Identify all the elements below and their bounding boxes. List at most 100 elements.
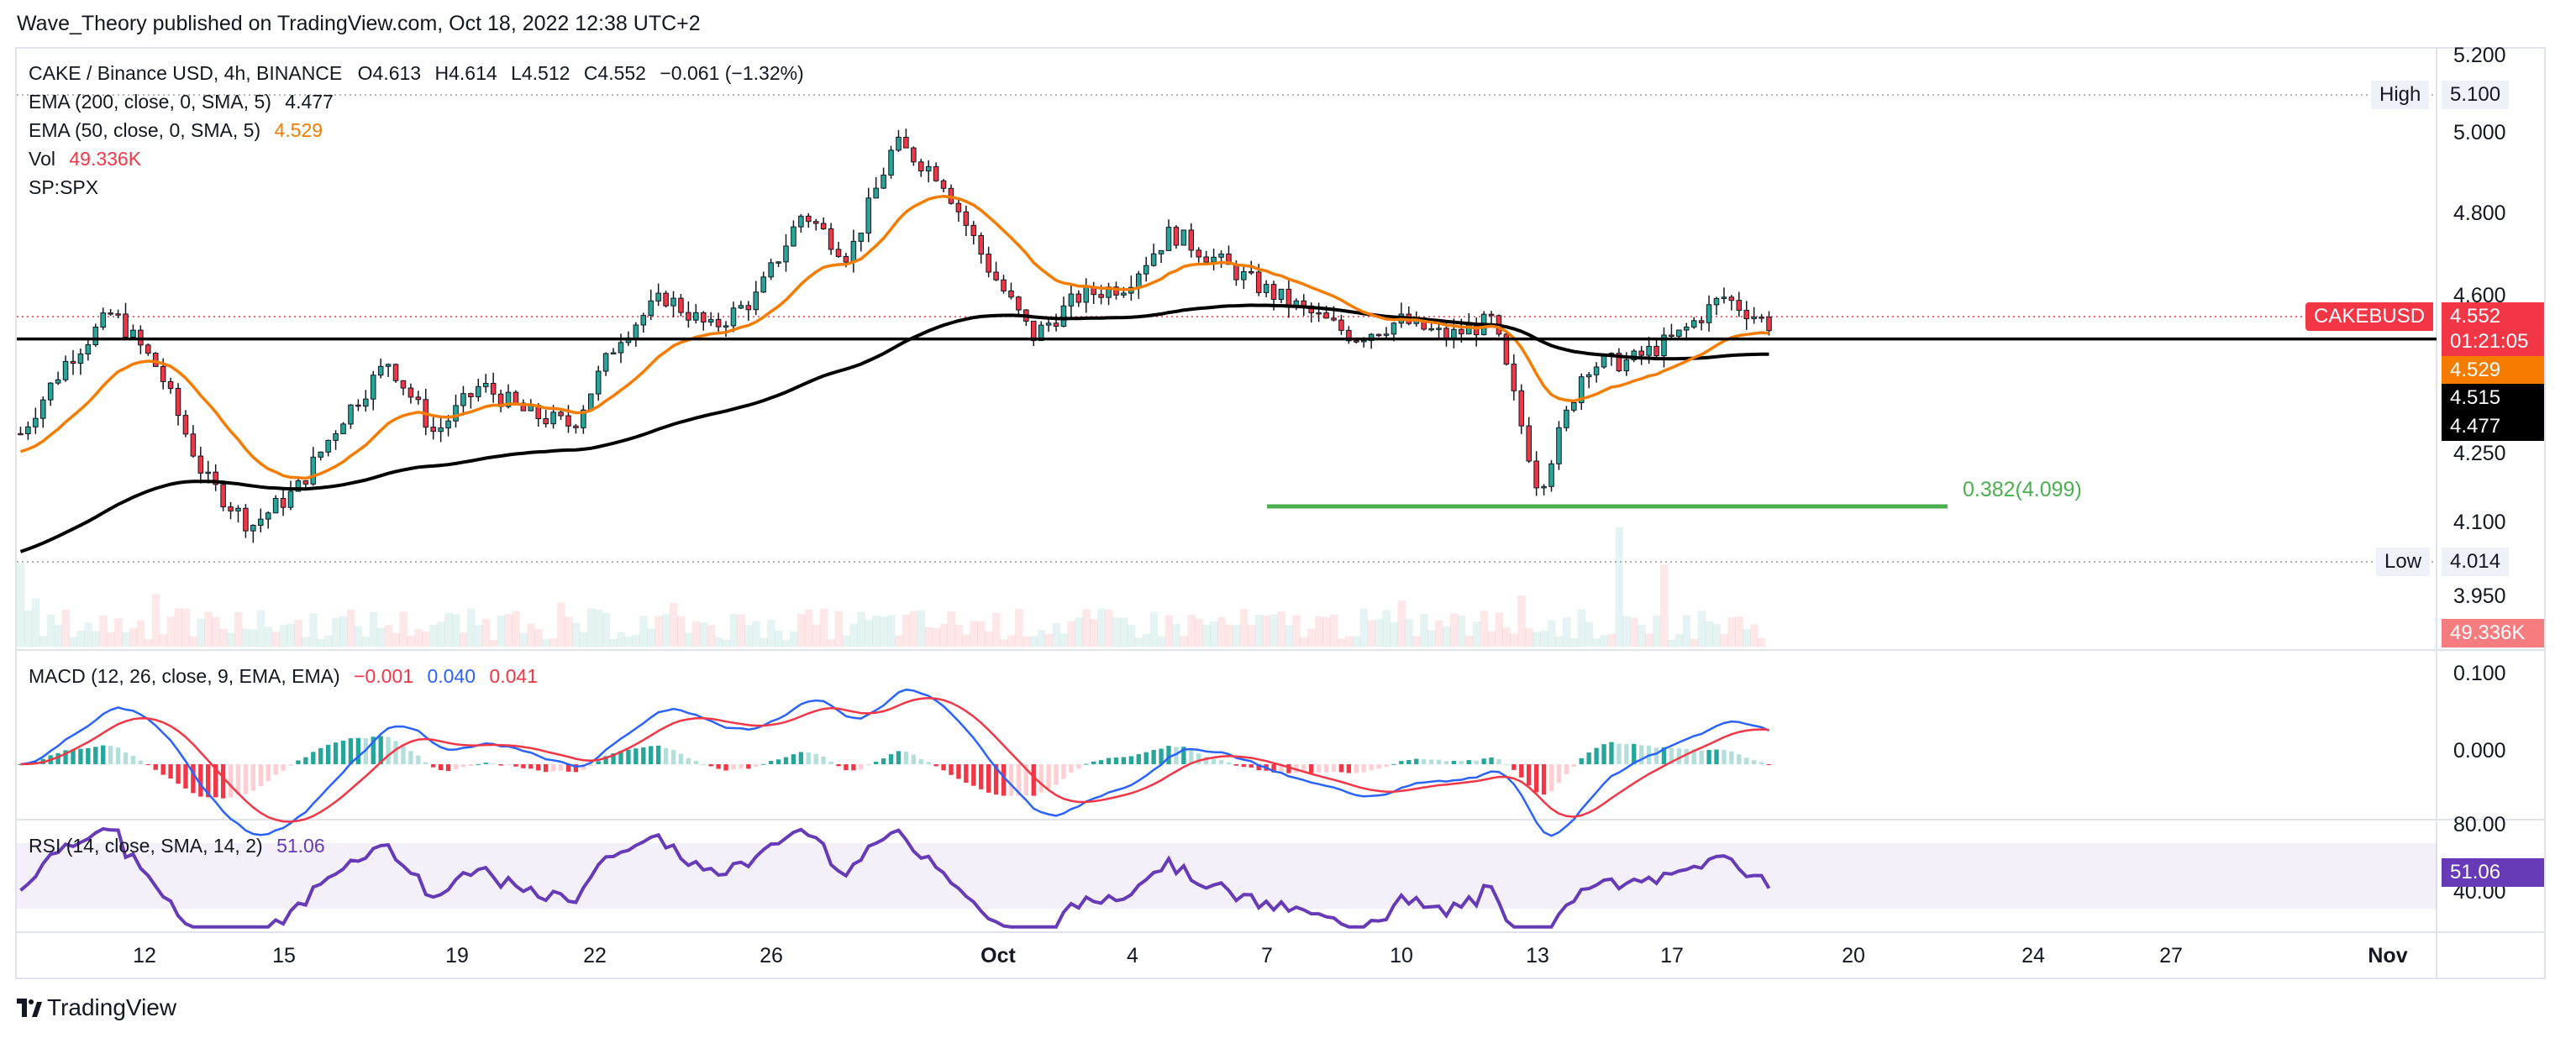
- volume-bar: [1352, 636, 1361, 647]
- volume-bar: [287, 623, 295, 647]
- volume-tag: 49.336K: [2442, 619, 2544, 647]
- volume-bar: [1443, 626, 1451, 647]
- macd-histogram-bar: [926, 762, 931, 764]
- volume-bar: [1202, 624, 1211, 647]
- macd-histogram-bar: [896, 751, 902, 764]
- macd-histogram-bar: [1676, 748, 1682, 764]
- volume-bar: [219, 628, 228, 647]
- macd-histogram-bar: [1391, 763, 1396, 765]
- volume-bar: [1180, 635, 1188, 647]
- volume-bar: [444, 612, 453, 647]
- candle: [355, 404, 361, 407]
- ema200-line: [19, 303, 1769, 553]
- candle: [1646, 345, 1652, 356]
- macd-histogram-bar: [1159, 748, 1164, 764]
- volume-bar: [1270, 614, 1279, 647]
- symbol-tag[interactable]: CAKEBUSD: [2305, 302, 2434, 331]
- volume-bar: [399, 611, 407, 647]
- macd-histogram-bar: [1218, 759, 1224, 764]
- candle: [1526, 425, 1532, 462]
- macd-histogram-bar: [1309, 764, 1314, 773]
- volume-bar: [1285, 625, 1293, 647]
- candle: [828, 228, 834, 250]
- macd-histogram-bar: [348, 738, 354, 764]
- candle: [167, 380, 174, 390]
- legend-ema200-row[interactable]: EMA (200, close, 0, SMA, 5) 4.477: [29, 87, 334, 116]
- macd-histogram-bar: [1189, 749, 1194, 764]
- macd-histogram-bar: [1571, 764, 1576, 767]
- candle: [1203, 256, 1209, 263]
- legend-rsi-value: 51.06: [276, 835, 325, 857]
- macd-histogram-bar: [731, 764, 736, 770]
- legend-macd-row[interactable]: MACD (12, 26, close, 9, EMA, EMA) −0.001…: [29, 662, 538, 690]
- candle: [1548, 463, 1554, 487]
- volume-bar: [579, 632, 588, 647]
- macd-histogram-bar: [993, 764, 999, 795]
- macd-histogram-bar: [754, 764, 759, 768]
- macd-histogram-bar: [491, 763, 496, 765]
- volume-bar: [1412, 636, 1421, 647]
- legend-vol-row[interactable]: Vol 49.336K: [29, 144, 141, 173]
- candle: [175, 388, 181, 417]
- candle: [1661, 334, 1667, 357]
- candle: [1676, 329, 1682, 337]
- candle: [1706, 304, 1712, 323]
- volume-bar: [309, 613, 318, 647]
- volume-bar: [1254, 614, 1264, 647]
- legend-rsi-row[interactable]: RSI (14, close, SMA, 14, 2) 51.06: [29, 831, 325, 860]
- macd-histogram-bar: [783, 757, 789, 764]
- legend-symbol[interactable]: CAKE / Binance USD, 4h, BINANCE: [29, 62, 343, 84]
- macd-histogram-bar: [1714, 749, 1719, 764]
- macd-histogram-bar: [281, 764, 286, 771]
- candle: [92, 327, 99, 345]
- volume-bar: [557, 602, 565, 647]
- legend-ema50-row[interactable]: EMA (50, close, 0, SMA, 5) 4.529: [29, 116, 323, 144]
- candle: [468, 393, 474, 397]
- rsi-band: [17, 843, 2437, 909]
- volume-bar: [346, 609, 355, 647]
- tradingview-logo[interactable]: TradingView: [17, 994, 176, 1021]
- volume-bar: [1164, 615, 1173, 647]
- volume-bar: [107, 632, 115, 647]
- candle: [1188, 229, 1195, 251]
- macd-histogram-bar: [844, 764, 849, 771]
- volume-bar: [1532, 632, 1541, 647]
- candle: [558, 412, 564, 417]
- macd-histogram-bar: [1279, 764, 1284, 773]
- macd-histogram-bar: [498, 764, 503, 766]
- volume-bar: [887, 615, 896, 647]
- candle: [348, 404, 354, 425]
- time-tick: 17: [1660, 944, 1684, 967]
- macd-histogram-bar: [888, 754, 894, 764]
- candle: [1585, 374, 1592, 378]
- legend-symbol-row: CAKE / Binance USD, 4h, BINANCE O4.613 H…: [29, 59, 804, 87]
- candle: [618, 342, 624, 354]
- legend-spx-row[interactable]: SP:SPX: [29, 173, 98, 202]
- volume-bar: [565, 616, 573, 647]
- candle: [745, 305, 752, 311]
- volume-bar: [684, 632, 693, 647]
- candle: [280, 497, 287, 508]
- candle: [152, 353, 159, 367]
- candle: [663, 292, 669, 307]
- volume-bar: [1397, 600, 1406, 647]
- candle: [1383, 333, 1390, 336]
- volume-bar: [519, 632, 528, 647]
- candle: [581, 409, 586, 428]
- macd-histogram-bar: [1286, 764, 1291, 773]
- volume-bar: [670, 602, 678, 647]
- candle: [1113, 286, 1119, 296]
- price-tick: 3.950: [2453, 585, 2506, 608]
- candle: [1038, 324, 1044, 342]
- candle: [1338, 319, 1344, 331]
- volume-bar: [1149, 611, 1159, 647]
- volume-bar: [1577, 609, 1586, 647]
- macd-histogram-bar: [325, 744, 331, 764]
- macd-histogram-bar: [1054, 764, 1059, 785]
- volume-bar: [1660, 564, 1669, 647]
- volume-bar: [1044, 633, 1054, 647]
- candle: [648, 300, 654, 317]
- volume-bar: [752, 621, 760, 647]
- macd-histogram-bar: [964, 764, 969, 783]
